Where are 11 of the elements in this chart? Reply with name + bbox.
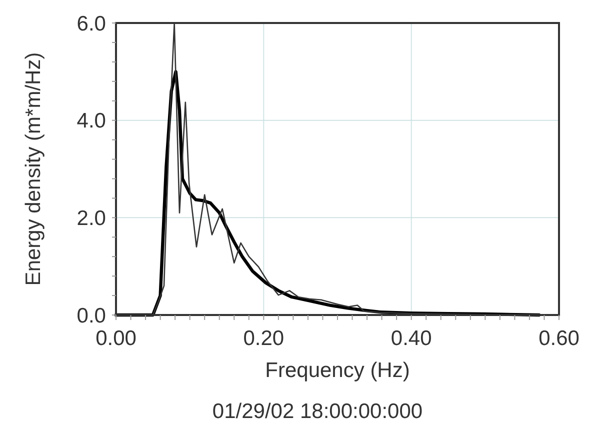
x-tick-label: 0.00: [96, 327, 136, 350]
text: 01/29/02 18:00:00:000: [212, 400, 423, 423]
y-tick-label: 2.0: [76, 207, 106, 230]
x-axis-title: Frequency (Hz): [265, 359, 410, 382]
y-tick-label: 6.0: [76, 12, 106, 36]
y-tick-label: 0.0: [76, 304, 106, 328]
x-tick-label: 0.40: [390, 327, 432, 350]
y-axis-title: Energy density (m*m/Hz): [22, 52, 45, 286]
y-tick-label: 4.0: [76, 110, 106, 133]
x-tick-label: 0.60: [538, 327, 580, 350]
x-tick-label: 0.20: [243, 327, 284, 350]
